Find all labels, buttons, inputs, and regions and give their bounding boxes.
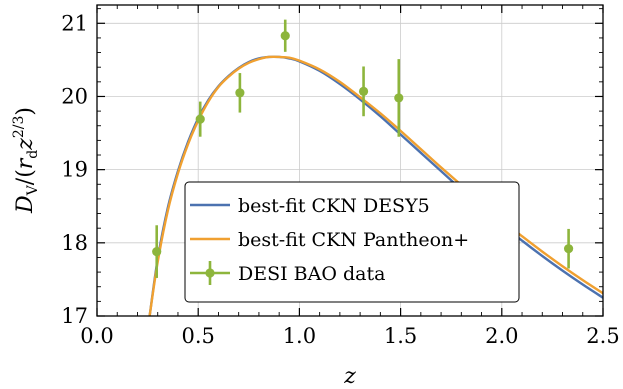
legend-label: best-fit CKN Pantheon+ (238, 229, 469, 251)
data-point (235, 88, 245, 98)
legend-label: DESI BAO data (238, 263, 385, 285)
legend-entry: best-fit CKN DESY5 (190, 195, 430, 217)
x-tick-label: 2.5 (586, 324, 619, 348)
y-tick-label: 21 (61, 11, 88, 35)
x-tick-label: 0.5 (181, 324, 214, 348)
x-axis-label: z (343, 364, 356, 389)
data-point (358, 86, 369, 96)
data-point (394, 93, 404, 103)
plot-frame (96, 4, 604, 317)
data-point (280, 31, 290, 41)
x-tick-label: 1.5 (384, 324, 417, 348)
y-tick-label: 18 (61, 231, 88, 255)
tick-labels: 0.0 0.5 1.0 1.5 2.0 2.5 17 18 19 20 21 (61, 11, 619, 348)
data-point (563, 244, 574, 254)
y-tick-label: 20 (61, 84, 88, 108)
legend-label: best-fit CKN DESY5 (238, 195, 430, 217)
ticks (96, 5, 604, 317)
legend-entry: best-fit CKN Pantheon+ (190, 229, 469, 251)
legend-swatch-marker (205, 268, 215, 278)
x-tick-label: 1.0 (283, 324, 316, 348)
error-bars (152, 19, 574, 278)
y-tick-label: 17 (61, 304, 88, 328)
x-tick-label: 2.0 (485, 324, 518, 348)
legend-box (184, 181, 520, 303)
data-point (152, 247, 162, 257)
x-tick-label: 0.0 (80, 324, 113, 348)
legend-entry: DESI BAO data (190, 261, 385, 285)
legend: best-fit CKN DESY5 best-fit CKN Pantheon+… (184, 181, 520, 303)
y-tick-label: 19 (61, 158, 88, 182)
data-point (195, 114, 205, 124)
y-axis-label: DV/(rdz2/3) (11, 107, 41, 214)
